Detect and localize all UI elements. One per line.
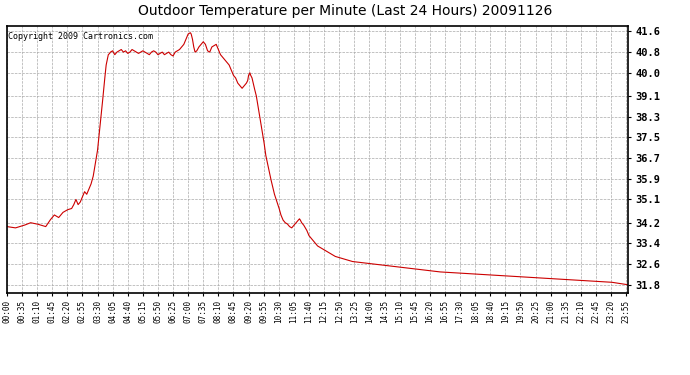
Text: Outdoor Temperature per Minute (Last 24 Hours) 20091126: Outdoor Temperature per Minute (Last 24 … bbox=[138, 4, 552, 18]
Text: Copyright 2009 Cartronics.com: Copyright 2009 Cartronics.com bbox=[8, 32, 153, 40]
